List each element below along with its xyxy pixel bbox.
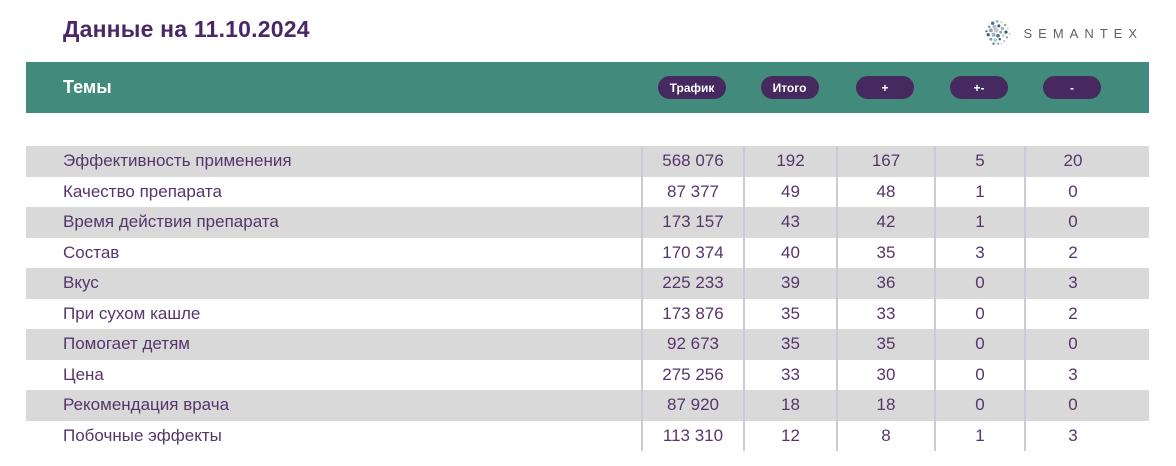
negative-value: 0 xyxy=(1024,329,1120,360)
mixed-value: 1 xyxy=(934,207,1024,238)
total-value: 35 xyxy=(743,329,836,360)
traffic-value: 173 157 xyxy=(641,207,743,238)
column-button-traffic[interactable]: Трафик xyxy=(657,76,727,99)
traffic-value: 173 876 xyxy=(641,298,743,329)
positive-value: 36 xyxy=(836,268,934,299)
column-button-positive[interactable]: + xyxy=(856,76,914,99)
total-value: 40 xyxy=(743,237,836,268)
topic-cell: При сухом кашле xyxy=(63,303,201,323)
topic-cell: Помогает детям xyxy=(63,334,190,354)
negative-value: 0 xyxy=(1024,390,1120,421)
table-header-bar: Темы Трафик Итого + +- - xyxy=(26,62,1149,113)
total-value: 192 xyxy=(743,146,836,177)
traffic-value: 87 920 xyxy=(641,390,743,421)
mixed-value: 0 xyxy=(934,359,1024,390)
table-row[interactable]: При сухом кашле 173 876 35 33 0 2 xyxy=(26,298,1149,329)
table-row[interactable]: Цена 275 256 33 30 0 3 xyxy=(26,359,1149,390)
topic-cell: Цена xyxy=(63,364,104,384)
topics-column-header: Темы xyxy=(63,77,112,97)
mixed-value: 5 xyxy=(934,146,1024,177)
page-title: Данные на 11.10.2024 xyxy=(63,16,310,42)
negative-value: 3 xyxy=(1024,268,1120,299)
semantex-logo-text: SEMANTEX xyxy=(1023,25,1143,41)
negative-value: 2 xyxy=(1024,298,1120,329)
topic-cell: Качество препарата xyxy=(63,181,222,201)
negative-value: 3 xyxy=(1024,359,1120,390)
topic-cell: Вкус xyxy=(63,273,99,293)
topic-cell: Побочные эффекты xyxy=(63,425,222,445)
total-value: 18 xyxy=(743,390,836,421)
traffic-value: 87 377 xyxy=(641,176,743,207)
mixed-value: 0 xyxy=(934,268,1024,299)
positive-value: 35 xyxy=(836,237,934,268)
positive-value: 8 xyxy=(836,420,934,451)
negative-value: 0 xyxy=(1024,176,1120,207)
positive-value: 33 xyxy=(836,298,934,329)
table-row[interactable]: Качество препарата 87 377 49 48 1 0 xyxy=(26,176,1149,207)
negative-value: 3 xyxy=(1024,420,1120,451)
table-row[interactable]: Эффективность применения 568 076 192 167… xyxy=(26,146,1149,177)
traffic-value: 170 374 xyxy=(641,237,743,268)
traffic-value: 92 673 xyxy=(641,329,743,360)
mixed-value: 1 xyxy=(934,176,1024,207)
semantex-logo-icon xyxy=(982,17,1014,49)
mixed-value: 1 xyxy=(934,420,1024,451)
table-row[interactable]: Время действия препарата 173 157 43 42 1… xyxy=(26,207,1149,238)
positive-value: 167 xyxy=(836,146,934,177)
traffic-value: 568 076 xyxy=(641,146,743,177)
mixed-value: 0 xyxy=(934,329,1024,360)
total-value: 12 xyxy=(743,420,836,451)
mixed-value: 3 xyxy=(934,237,1024,268)
traffic-value: 113 310 xyxy=(641,420,743,451)
positive-value: 35 xyxy=(836,329,934,360)
positive-value: 42 xyxy=(836,207,934,238)
semantex-logo: SEMANTEX xyxy=(982,17,1143,49)
negative-value: 20 xyxy=(1024,146,1120,177)
positive-value: 30 xyxy=(836,359,934,390)
column-button-negative[interactable]: - xyxy=(1043,76,1101,99)
column-button-mixed[interactable]: +- xyxy=(950,76,1008,99)
table-row[interactable]: Побочные эффекты 113 310 12 8 1 3 xyxy=(26,420,1149,451)
positive-value: 18 xyxy=(836,390,934,421)
mixed-value: 0 xyxy=(934,390,1024,421)
table-row[interactable]: Состав 170 374 40 35 3 2 xyxy=(26,237,1149,268)
total-value: 39 xyxy=(743,268,836,299)
traffic-value: 275 256 xyxy=(641,359,743,390)
total-value: 35 xyxy=(743,298,836,329)
traffic-value: 225 233 xyxy=(641,268,743,299)
total-value: 43 xyxy=(743,207,836,238)
total-value: 49 xyxy=(743,176,836,207)
topic-cell: Время действия препарата xyxy=(63,212,279,232)
negative-value: 2 xyxy=(1024,237,1120,268)
topic-cell: Эффективность применения xyxy=(63,151,292,171)
negative-value: 0 xyxy=(1024,207,1120,238)
mixed-value: 0 xyxy=(934,298,1024,329)
topics-table: Эффективность применения 568 076 192 167… xyxy=(26,146,1149,451)
table-row[interactable]: Рекомендация врача 87 920 18 18 0 0 xyxy=(26,390,1149,421)
topic-cell: Рекомендация врача xyxy=(63,395,230,415)
topic-cell: Состав xyxy=(63,242,120,262)
table-row[interactable]: Помогает детям 92 673 35 35 0 0 xyxy=(26,329,1149,360)
total-value: 33 xyxy=(743,359,836,390)
column-button-total[interactable]: Итого xyxy=(760,76,819,99)
positive-value: 48 xyxy=(836,176,934,207)
table-row[interactable]: Вкус 225 233 39 36 0 3 xyxy=(26,268,1149,299)
